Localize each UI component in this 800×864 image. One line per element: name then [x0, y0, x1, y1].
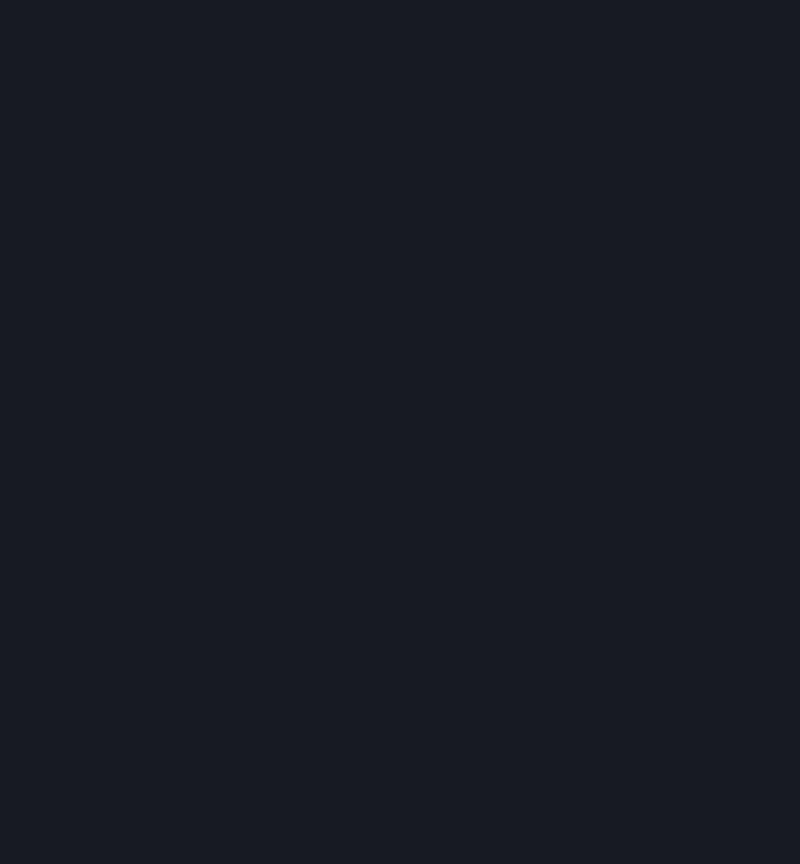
rise-badge[interactable] [712, 493, 729, 511]
rank-badge[interactable] [737, 493, 754, 511]
